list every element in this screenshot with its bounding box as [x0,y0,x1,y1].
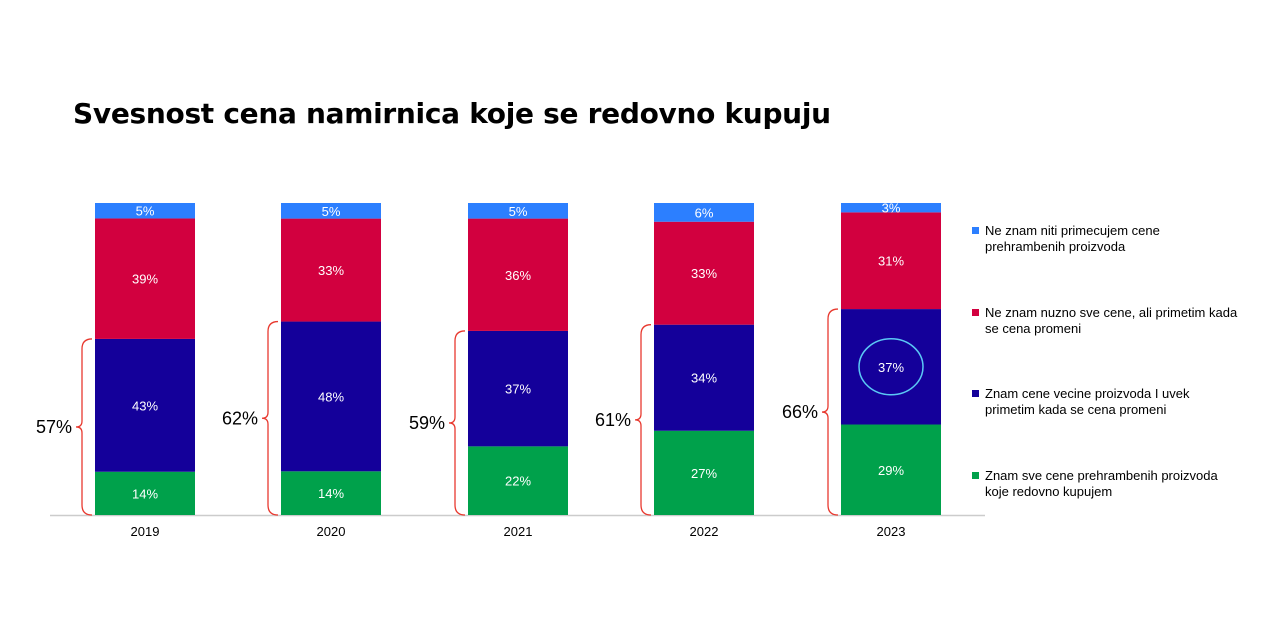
chart-title: Svesnost cena namirnica koje se redovno … [73,97,831,130]
bar-segment [654,203,754,222]
x-tick-label: 2019 [131,524,160,539]
data-label: 34% [691,371,717,386]
legend-item: Ne znam nuzno sve cene, ali primetim kad… [972,305,1242,337]
data-label: 6% [695,205,714,220]
bar-segment [281,218,381,322]
data-label: 43% [132,398,158,413]
bracket-total-label: 66% [782,402,818,422]
bracket-total-label: 61% [595,410,631,430]
data-label: 14% [318,486,344,501]
bracket [75,338,93,516]
data-label: 48% [318,389,344,404]
bar-segment [95,471,195,515]
data-label: 31% [878,254,904,269]
bar-segment [841,203,941,213]
x-tick-label: 2020 [317,524,346,539]
legend-label: Ne znam nuzno sve cene, ali primetim kad… [985,305,1238,336]
bracket [821,308,839,516]
legend-item: Znam cene vecine proizvoda I uvek primet… [972,386,1242,418]
bracket [261,320,279,516]
x-tick-label: 2023 [877,524,906,539]
data-label: 22% [505,474,531,489]
data-label: 5% [322,204,341,219]
data-label: 14% [132,486,158,501]
bar-segment [281,321,381,472]
bracket [448,330,466,516]
bar-segment [95,338,195,472]
x-tick-label: 2022 [690,524,719,539]
bracket-total-label: 57% [36,417,72,437]
data-label: 29% [878,463,904,478]
bar-segment [468,203,568,219]
data-label: 39% [132,272,158,287]
bar-segment [654,221,754,325]
data-label: 5% [136,204,155,219]
legend-label: Znam sve cene prehrambenih proizvoda koj… [985,468,1218,499]
bar-segment [95,203,195,219]
bracket [634,324,652,516]
legend-label: Ne znam niti primecujem cene prehrambeni… [985,223,1160,254]
bar-segment [468,446,568,515]
data-label: 33% [318,263,344,278]
bar-segment [841,309,941,425]
data-label: 27% [691,466,717,481]
data-label: 3% [882,201,901,216]
bar-segment [654,430,754,515]
data-label: 37% [505,382,531,397]
bracket-total-label: 62% [222,408,258,428]
legend-item: Ne znam niti primecujem cene prehrambeni… [972,223,1242,255]
bracket-total-label: 59% [409,413,445,433]
bar-segment [281,471,381,515]
data-label: 36% [505,268,531,283]
bar-segment [95,218,195,339]
legend-item: Znam sve cene prehrambenih proizvoda koj… [972,468,1242,500]
bar-segment [468,330,568,447]
legend-swatch [972,472,979,479]
bar-segment [468,218,568,331]
highlight-circle [858,338,924,396]
bar-segment [654,324,754,431]
data-label: 33% [691,266,717,281]
legend-swatch [972,309,979,316]
bar-segment [841,212,941,310]
x-tick-label: 2021 [504,524,533,539]
legend-label: Znam cene vecine proizvoda I uvek primet… [985,386,1190,417]
legend-swatch [972,227,979,234]
data-label: 5% [509,204,528,219]
bar-segment [281,203,381,219]
legend-swatch [972,390,979,397]
bar-segment [841,424,941,515]
data-label: 37% [878,360,904,375]
